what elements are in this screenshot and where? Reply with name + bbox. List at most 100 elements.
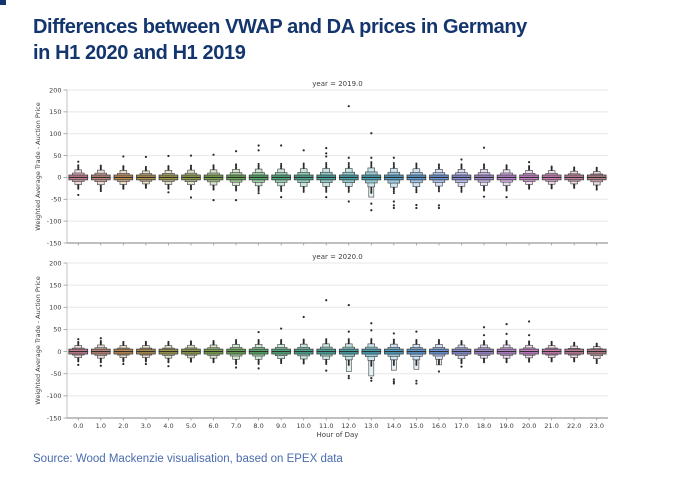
page-title: Differences between VWAP and DA prices i…: [33, 14, 593, 66]
boxen-glyph-hour-11: [316, 147, 337, 199]
outlier-point: [392, 200, 395, 203]
outlier-point: [325, 147, 328, 150]
boxen-glyph-hour-4: [158, 154, 179, 194]
y-tick-label: 0: [57, 348, 61, 356]
outlier-point: [325, 299, 328, 302]
x-tick-label: 21.0: [544, 422, 558, 430]
boxen-glyph-hour-11: [316, 299, 337, 372]
x-tick-label: 11.0: [319, 422, 333, 430]
outlier-point: [302, 149, 305, 152]
y-tick-label: 0: [57, 174, 61, 182]
y-tick-label: -150: [47, 414, 62, 422]
x-tick-label: 6.0: [208, 422, 218, 430]
outlier-point: [325, 152, 328, 155]
boxen-glyph-hour-17: [451, 158, 472, 193]
outlier-point: [370, 322, 373, 325]
boxen-glyph-hour-14: [384, 156, 404, 210]
y-axis-label: Weighted Average Trade - Auction Price: [34, 102, 42, 230]
outlier-point: [347, 200, 350, 203]
boxen-glyph-hour-8: [248, 330, 269, 370]
outlier-point: [392, 380, 395, 383]
y-tick-label: -50: [51, 196, 62, 204]
x-tick-label: 20.0: [522, 422, 536, 430]
boxen-glyph-hour-5: [181, 340, 201, 363]
boxen-glyph-hour-18: [474, 326, 494, 364]
outlier-point: [482, 146, 486, 149]
boxen-glyph-hour-21: [541, 165, 562, 190]
outlier-point: [77, 160, 80, 163]
outlier-point: [370, 202, 373, 205]
x-tick-label: 17.0: [454, 422, 468, 430]
y-tick-label: -50: [51, 370, 62, 378]
outlier-point: [257, 144, 260, 147]
outlier-point: [392, 382, 395, 385]
boxen-glyph-hour-7: [226, 339, 246, 369]
boxen-glyph-hour-6: [203, 339, 224, 364]
outlier-point: [370, 377, 373, 380]
x-tick-label: 10.0: [296, 422, 310, 430]
page-title-line-1: Differences between VWAP and DA prices i…: [33, 16, 527, 38]
boxen-glyph-hour-14: [384, 332, 404, 385]
y-tick-label: 50: [53, 326, 61, 334]
boxen-glyph-hour-21: [541, 340, 562, 363]
boxen-glyph-hour-2: [113, 340, 134, 366]
y-tick-label: -100: [47, 217, 62, 225]
outlier-point: [528, 320, 531, 323]
boxen-glyph-hour-20: [519, 161, 539, 190]
boxen-glyph-hour-17: [451, 339, 472, 368]
outlier-point: [347, 303, 350, 307]
y-tick-label: 100: [49, 304, 61, 312]
boxen-glyph-hour-20: [519, 320, 539, 363]
outlier-point: [482, 334, 486, 337]
outlier-point: [77, 193, 80, 197]
outlier-point: [167, 191, 170, 194]
boxen-glyph-hour-3: [136, 155, 156, 189]
outlier-point: [99, 337, 102, 340]
outlier-point: [212, 199, 215, 202]
boxen-glyph-hour-9: [271, 327, 291, 365]
outlier-point: [122, 155, 125, 158]
outlier-point: [415, 206, 418, 210]
boxen-glyph-hour-22: [564, 341, 584, 363]
boxen-glyph-hour-2: [113, 155, 134, 190]
boxen-glyph-hour-23: [586, 342, 607, 365]
boxen-glyph-hour-15: [406, 330, 427, 385]
x-tick-label: 15.0: [409, 422, 423, 430]
x-tick-label: 0.0: [73, 422, 83, 430]
page-title-line-2: in H1 2020 and H1 2019: [33, 42, 246, 64]
boxen-glyph-hour-0: [68, 160, 89, 197]
boxen-glyph-hour-23: [586, 166, 607, 191]
y-axis-label: Weighted Average Trade - Auction Price: [34, 276, 42, 404]
source-note: Source: Wood Mackenzie visualisation, ba…: [33, 453, 343, 465]
outlier-point: [347, 330, 350, 333]
outlier-point: [392, 204, 395, 207]
y-tick-label: -150: [47, 239, 62, 247]
outlier-point: [347, 156, 350, 159]
boxen-glyph-hour-9: [271, 144, 291, 199]
outlier-point: [437, 370, 441, 373]
outlier-point: [234, 150, 238, 153]
outlier-point: [392, 378, 395, 381]
panel-20200: 200 150 100 50 0 -50 -100 -150 0.0 1.0 2.0 3.0 4.0 5.…: [34, 253, 608, 430]
outlier-point: [370, 329, 373, 332]
boxen-glyph-hour-10: [293, 315, 314, 365]
x-tick-label: 7.0: [231, 422, 241, 430]
outlier-point: [280, 144, 283, 147]
x-tick-label: 18.0: [477, 422, 491, 430]
boxen-glyph-hour-22: [564, 166, 584, 189]
outlier-point: [460, 365, 463, 368]
boxen-glyph-hour-15: [406, 162, 427, 210]
x-tick-label: 2.0: [118, 422, 128, 430]
panel-title: year = 2019.0: [312, 80, 362, 88]
boxen-glyph-hour-12: [338, 105, 359, 203]
outlier-point: [280, 327, 283, 330]
outlier-point: [437, 204, 441, 207]
boxen-glyph-hour-1: [91, 164, 111, 193]
outlier-point: [325, 155, 328, 158]
outlier-point: [234, 199, 238, 202]
outlier-point: [167, 154, 170, 158]
outlier-point: [528, 334, 531, 337]
outlier-point: [257, 192, 260, 195]
boxen-glyph-hour-12: [338, 303, 359, 380]
